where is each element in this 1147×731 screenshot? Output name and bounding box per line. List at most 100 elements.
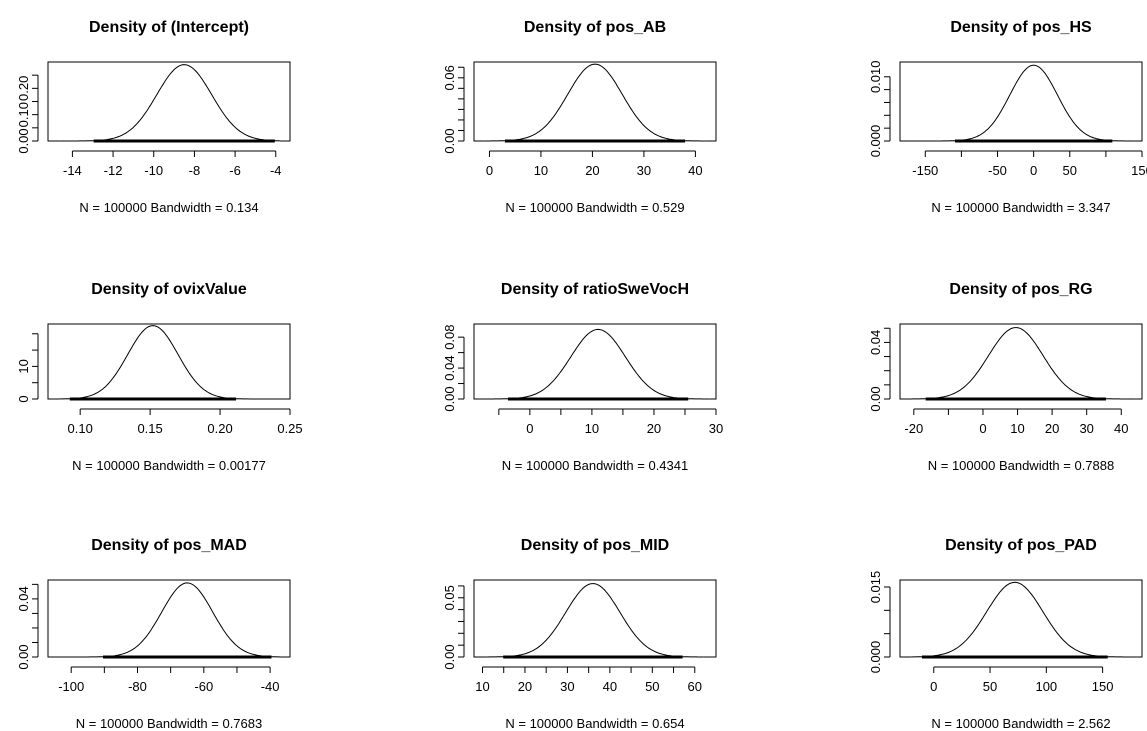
panel-title: Density of pos_AB bbox=[524, 19, 666, 36]
density-panel-5: Density of ratioSweVocH 0 10 20 30 0.00 0.04 0.… bbox=[442, 281, 723, 473]
panel-subtitle: N = 100000 Bandwidth = 0.7888 bbox=[928, 458, 1114, 473]
y-tick-label: 0.00 bbox=[16, 128, 31, 153]
x-tick-label: -8 bbox=[189, 163, 201, 178]
panel-title: Density of ovixValue bbox=[91, 281, 247, 298]
plot-frame bbox=[47, 323, 291, 400]
panel-subtitle: N = 100000 Bandwidth = 0.134 bbox=[79, 200, 258, 215]
x-tick-label: 10 bbox=[585, 421, 599, 436]
y-tick-label: 0.010 bbox=[868, 60, 883, 93]
x-tick-label: 30 bbox=[637, 163, 651, 178]
panel-title: Density of pos_HS bbox=[950, 19, 1092, 36]
x-tick-label: -14 bbox=[63, 163, 82, 178]
panel-title: Density of ratioSweVocH bbox=[501, 281, 689, 298]
density-curve bbox=[486, 328, 710, 400]
density-curve bbox=[911, 581, 1137, 658]
density-panel-3: Density of pos_HS -150 -50 0 50 150 0.000 0.010… bbox=[868, 19, 1147, 215]
x-tick-label: -10 bbox=[144, 163, 163, 178]
x-tick-label: 20 bbox=[585, 163, 599, 178]
x-tick-label: 20 bbox=[647, 421, 661, 436]
density-panel-2: Density of pos_AB 0 10 20 30 40 0.00 0.06 N = 10… bbox=[442, 19, 717, 215]
x-tick-label: 150 bbox=[1131, 163, 1147, 178]
x-tick-label: 0.10 bbox=[68, 421, 93, 436]
y-tick-label: 0.000 bbox=[868, 125, 883, 158]
x-tick-label: 10 bbox=[534, 163, 548, 178]
plot-frame bbox=[473, 579, 717, 658]
density-panel-4: Density of ovixValue 0.10 0.15 0.20 0.25 0 10 N… bbox=[16, 281, 303, 473]
x-tick-label: 50 bbox=[645, 679, 659, 694]
x-tick-label: 50 bbox=[983, 679, 997, 694]
density-panel-8: Density of pos_MID 10 20 30 40 50 60 0.00 0.05 N … bbox=[442, 537, 717, 731]
panel-title: Density of pos_RG bbox=[949, 281, 1092, 298]
x-tick-label: -100 bbox=[58, 679, 84, 694]
x-tick-label: -60 bbox=[194, 679, 213, 694]
y-tick-label: 0.04 bbox=[442, 355, 457, 380]
plot-frame bbox=[473, 323, 717, 400]
x-tick-label: 0.20 bbox=[207, 421, 232, 436]
plot-frame bbox=[47, 61, 291, 142]
x-tick-label: 10 bbox=[1010, 421, 1024, 436]
density-curve bbox=[59, 325, 283, 400]
panel-title: Density of pos_MAD bbox=[91, 537, 247, 554]
y-tick-label: 0.05 bbox=[442, 585, 457, 610]
y-tick-label: 0 bbox=[16, 395, 31, 402]
density-curve bbox=[910, 64, 1135, 142]
y-tick-label: 0.000 bbox=[868, 641, 883, 674]
x-tick-label: 40 bbox=[1114, 421, 1128, 436]
x-tick-label: -20 bbox=[904, 421, 923, 436]
y-tick-label: 0.08 bbox=[442, 324, 457, 349]
y-tick-label: 0.00 bbox=[442, 644, 457, 669]
x-tick-label: 30 bbox=[560, 679, 574, 694]
x-tick-label: 30 bbox=[709, 421, 723, 436]
density-curve bbox=[906, 327, 1136, 400]
panel-subtitle: N = 100000 Bandwidth = 0.00177 bbox=[72, 458, 266, 473]
x-tick-label: 0 bbox=[526, 421, 533, 436]
y-tick-label: 0.06 bbox=[442, 65, 457, 90]
density-panel-9: Density of pos_PAD 0 50 100 150 0.000 0.015 N =… bbox=[868, 537, 1143, 731]
x-tick-label: 60 bbox=[688, 679, 702, 694]
panel-subtitle: N = 100000 Bandwidth = 3.347 bbox=[931, 200, 1110, 215]
x-tick-label: -6 bbox=[229, 163, 241, 178]
density-panel-7: Density of pos_MAD -100 -80 -60 -40 0.00 0.04 N… bbox=[16, 537, 291, 731]
x-tick-label: 0 bbox=[486, 163, 493, 178]
x-tick-label: 40 bbox=[603, 679, 617, 694]
x-tick-label: 20 bbox=[518, 679, 532, 694]
panel-subtitle: N = 100000 Bandwidth = 0.7683 bbox=[76, 716, 262, 731]
x-tick-label: 0.15 bbox=[137, 421, 162, 436]
panel-title: Density of (Intercept) bbox=[89, 19, 249, 36]
panel-subtitle: N = 100000 Bandwidth = 0.654 bbox=[505, 716, 684, 731]
x-tick-label: 10 bbox=[475, 679, 489, 694]
density-panel-6: Density of pos_RG -20 0 10 20 30 40 0.00 0.04 N =… bbox=[868, 281, 1143, 473]
x-tick-label: -150 bbox=[912, 163, 938, 178]
plot-frame bbox=[47, 579, 291, 658]
plot-frame bbox=[899, 61, 1143, 142]
x-tick-label: 0 bbox=[979, 421, 986, 436]
density-curve bbox=[60, 64, 280, 142]
y-tick-label: 0.00 bbox=[442, 128, 457, 153]
y-tick-label: 10 bbox=[16, 359, 31, 373]
density-curve bbox=[484, 63, 706, 142]
y-tick-label: 0.015 bbox=[868, 571, 883, 604]
plot-frame bbox=[899, 323, 1143, 400]
x-tick-label: 50 bbox=[1063, 163, 1077, 178]
y-tick-label: 0.00 bbox=[16, 644, 31, 669]
panel-title: Density of pos_MID bbox=[521, 537, 669, 554]
x-tick-label: 40 bbox=[688, 163, 702, 178]
density-curve bbox=[57, 582, 281, 658]
x-tick-label: -80 bbox=[128, 679, 147, 694]
plot-frame bbox=[899, 579, 1143, 658]
panel-subtitle: N = 100000 Bandwidth = 0.529 bbox=[505, 200, 684, 215]
y-tick-label: 0.04 bbox=[868, 330, 883, 355]
x-tick-label: 0 bbox=[1030, 163, 1037, 178]
y-tick-label: 0.20 bbox=[16, 76, 31, 101]
x-tick-label: 0 bbox=[930, 679, 937, 694]
plot-frame bbox=[473, 61, 717, 142]
x-tick-label: -40 bbox=[261, 679, 280, 694]
panel-subtitle: N = 100000 Bandwidth = 0.4341 bbox=[502, 458, 688, 473]
x-tick-label: 150 bbox=[1092, 679, 1114, 694]
y-tick-label: 0.00 bbox=[868, 386, 883, 411]
x-tick-label: -12 bbox=[104, 163, 123, 178]
y-tick-label: 0.00 bbox=[442, 386, 457, 411]
x-tick-label: 100 bbox=[1035, 679, 1057, 694]
x-tick-label: 30 bbox=[1079, 421, 1093, 436]
